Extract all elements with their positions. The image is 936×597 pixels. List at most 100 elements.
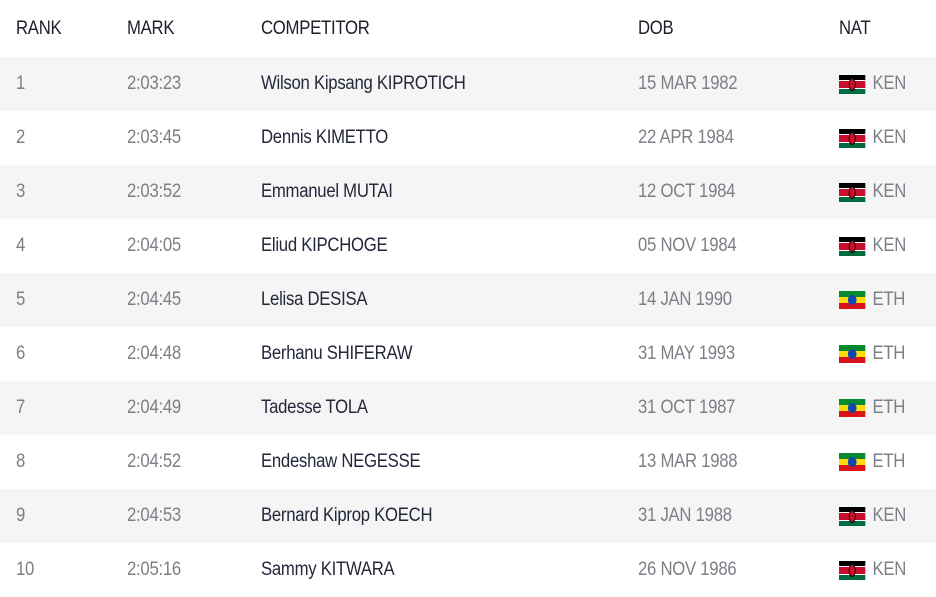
- shield-emblem: [848, 239, 856, 253]
- nat-cell: KEN: [839, 219, 906, 273]
- nat-code: ETH: [872, 397, 906, 418]
- header-nat[interactable]: NAT: [839, 17, 871, 39]
- rank-cell: 5: [16, 289, 26, 310]
- shield-emblem: [848, 509, 856, 523]
- dob-cell: 31 OCT 1987: [638, 397, 736, 418]
- header-competitor[interactable]: COMPETITOR: [261, 17, 370, 39]
- nat-cell: ETH: [839, 435, 905, 489]
- nat-cell: ETH: [839, 381, 905, 435]
- table-row[interactable]: 8 2:04:52 Endeshaw NEGESSE 13 MAR 1988 ETH: [0, 435, 936, 489]
- mark-cell: 2:03:45: [127, 127, 181, 148]
- table-row[interactable]: 1 2:03:23 Wilson Kipsang KIPROTICH 15 MAR 1…: [0, 57, 936, 111]
- flag-band: [839, 74, 866, 80]
- dob-cell: 13 MAR 1988: [638, 451, 738, 472]
- flag-band: [839, 506, 866, 512]
- table-row[interactable]: 2 2:03:45 Dennis KIMETTO 22 APR 1984 KEN: [0, 111, 936, 165]
- dob-cell: 26 NOV 1986: [638, 559, 737, 580]
- competitor-name[interactable]: Emmanuel MUTAI: [261, 181, 393, 202]
- mark-cell: 2:04:48: [127, 343, 181, 364]
- flag-band: [839, 128, 866, 134]
- rank-cell: 4: [16, 235, 26, 256]
- competitor-name[interactable]: Eliud KIPCHOGE: [261, 235, 388, 256]
- flag-band: [839, 250, 866, 256]
- flag-band: [839, 452, 866, 459]
- rank-cell: 10: [16, 559, 35, 580]
- kenya-flag-icon: [839, 182, 866, 202]
- dob-cell: 31 JAN 1988: [638, 505, 732, 526]
- flag-band: [839, 290, 866, 297]
- kenya-flag-icon: [839, 128, 866, 148]
- mark-cell: 2:04:52: [127, 451, 181, 472]
- competitor-name[interactable]: Lelisa DESISA: [261, 289, 368, 310]
- competitor-name[interactable]: Endeshaw NEGESSE: [261, 451, 421, 472]
- nat-cell: KEN: [839, 489, 906, 543]
- competitor-name[interactable]: Berhanu SHIFERAW: [261, 343, 413, 364]
- nat-cell: ETH: [839, 273, 905, 327]
- shield-emblem: [848, 563, 856, 577]
- table-row[interactable]: 3 2:03:52 Emmanuel MUTAI 12 OCT 1984 KEN: [0, 165, 936, 219]
- nat-code: KEN: [872, 73, 907, 94]
- flag-band: [839, 411, 866, 418]
- kenya-flag-icon: [839, 236, 866, 256]
- competitor-name[interactable]: Wilson Kipsang KIPROTICH: [261, 73, 466, 94]
- mark-cell: 2:04:05: [127, 235, 181, 256]
- table-row[interactable]: 7 2:04:49 Tadesse TOLA 31 OCT 1987 ETH: [0, 381, 936, 435]
- rank-cell: 7: [16, 397, 26, 418]
- nat-code: ETH: [872, 451, 906, 472]
- flag-band: [839, 520, 866, 526]
- ethiopia-flag-icon: [839, 290, 866, 310]
- competitor-name[interactable]: Dennis KIMETTO: [261, 127, 389, 148]
- star-emblem: [847, 348, 857, 359]
- mark-cell: 2:03:52: [127, 181, 181, 202]
- table-row[interactable]: 6 2:04:48 Berhanu SHIFERAW 31 MAY 1993 ETH: [0, 327, 936, 381]
- flag-band: [839, 196, 866, 202]
- table-row[interactable]: 5 2:04:45 Lelisa DESISA 14 JAN 1990 ETH: [0, 273, 936, 327]
- mark-cell: 2:03:23: [127, 73, 181, 94]
- header-dob[interactable]: DOB: [638, 17, 674, 39]
- rank-cell: 6: [16, 343, 26, 364]
- competitor-name[interactable]: Bernard Kiprop KOECH: [261, 505, 433, 526]
- nat-cell: ETH: [839, 327, 905, 381]
- nat-cell: KEN: [839, 165, 906, 219]
- dob-cell: 12 OCT 1984: [638, 181, 736, 202]
- table-row[interactable]: 9 2:04:53 Bernard Kiprop KOECH 31 JAN 1988 K…: [0, 489, 936, 543]
- header-rank[interactable]: RANK: [16, 17, 62, 39]
- flag-band: [839, 344, 866, 351]
- ethiopia-flag-icon: [839, 398, 866, 418]
- mark-cell: 2:04:53: [127, 505, 181, 526]
- nat-cell: KEN: [839, 111, 906, 165]
- table-header: RANK MARK COMPETITOR DOB NAT: [0, 0, 936, 57]
- dob-cell: 15 MAR 1982: [638, 73, 738, 94]
- flag-band: [839, 236, 866, 242]
- mark-cell: 2:05:16: [127, 559, 181, 580]
- nat-code: KEN: [872, 181, 907, 202]
- flag-band: [839, 357, 866, 364]
- rank-cell: 9: [16, 505, 26, 526]
- flag-band: [839, 398, 866, 405]
- shield-emblem: [848, 185, 856, 199]
- dob-cell: 05 NOV 1984: [638, 235, 737, 256]
- flag-band: [839, 182, 866, 188]
- ethiopia-flag-icon: [839, 344, 866, 364]
- shield-emblem: [848, 77, 856, 91]
- ethiopia-flag-icon: [839, 452, 866, 472]
- nat-code: ETH: [872, 343, 906, 364]
- kenya-flag-icon: [839, 560, 866, 580]
- dob-cell: 14 JAN 1990: [638, 289, 732, 310]
- kenya-flag-icon: [839, 506, 866, 526]
- nat-code: KEN: [872, 559, 907, 580]
- table-body: 1 2:03:23 Wilson Kipsang KIPROTICH 15 MAR 1…: [0, 57, 936, 597]
- nat-code: ETH: [872, 289, 906, 310]
- mark-cell: 2:04:45: [127, 289, 181, 310]
- nat-cell: KEN: [839, 57, 906, 111]
- dob-cell: 31 MAY 1993: [638, 343, 735, 364]
- table-row[interactable]: 4 2:04:05 Eliud KIPCHOGE 05 NOV 1984 KEN: [0, 219, 936, 273]
- table-row[interactable]: 10 2:05:16 Sammy KITWARA 26 NOV 1986 KEN: [0, 543, 936, 597]
- rank-cell: 3: [16, 181, 26, 202]
- competitor-name[interactable]: Sammy KITWARA: [261, 559, 395, 580]
- flag-band: [839, 142, 866, 148]
- dob-cell: 22 APR 1984: [638, 127, 734, 148]
- competitor-name[interactable]: Tadesse TOLA: [261, 397, 368, 418]
- header-mark[interactable]: MARK: [127, 17, 175, 39]
